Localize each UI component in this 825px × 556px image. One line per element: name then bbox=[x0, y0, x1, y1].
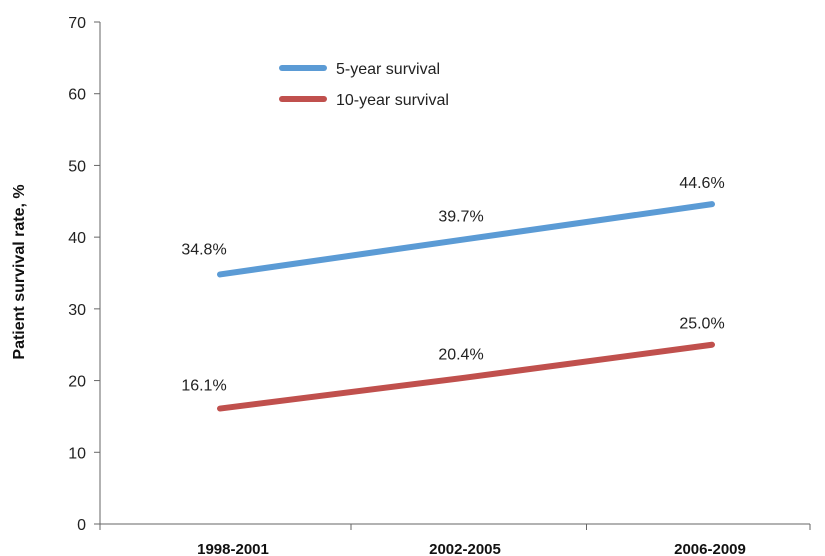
y-tick-label: 60 bbox=[68, 87, 86, 104]
x-ticks: 1998-2001 2002-2005 2006-2009 bbox=[99, 524, 811, 556]
y-tick-label: 70 bbox=[68, 15, 86, 32]
axes bbox=[99, 22, 810, 525]
y-axis-title: Patient survival rate, % bbox=[11, 184, 28, 359]
legend-label: 10-year survival bbox=[336, 92, 449, 109]
legend-label: 5-year survival bbox=[336, 61, 440, 78]
y-tick-label: 30 bbox=[68, 302, 86, 319]
data-label: 34.8% bbox=[181, 241, 226, 258]
data-label: 44.6% bbox=[679, 175, 724, 192]
y-tick-label: 10 bbox=[68, 445, 86, 462]
y-tick-label: 50 bbox=[68, 158, 86, 175]
series-line-10-year bbox=[217, 341, 715, 412]
x-tick-label: 1998-2001 bbox=[197, 541, 269, 556]
x-tick-label: 2006-2009 bbox=[674, 541, 746, 556]
series-line-5-year bbox=[217, 201, 715, 278]
series-group: 34.8% 39.7% 44.6% 16.1% 20.4% 25.0% bbox=[181, 175, 725, 412]
legend: 5-year survival 10-year survival bbox=[279, 61, 449, 109]
data-label: 39.7% bbox=[438, 208, 483, 225]
y-ticks: 0 10 20 30 40 50 60 70 bbox=[68, 15, 100, 534]
y-tick-label: 20 bbox=[68, 374, 86, 391]
x-tick-label: 2002-2005 bbox=[429, 541, 501, 556]
y-tick-label: 40 bbox=[68, 230, 86, 247]
data-label: 16.1% bbox=[181, 378, 226, 395]
y-tick-label: 0 bbox=[77, 517, 86, 534]
data-label: 25.0% bbox=[679, 316, 724, 333]
data-label: 20.4% bbox=[438, 347, 483, 364]
